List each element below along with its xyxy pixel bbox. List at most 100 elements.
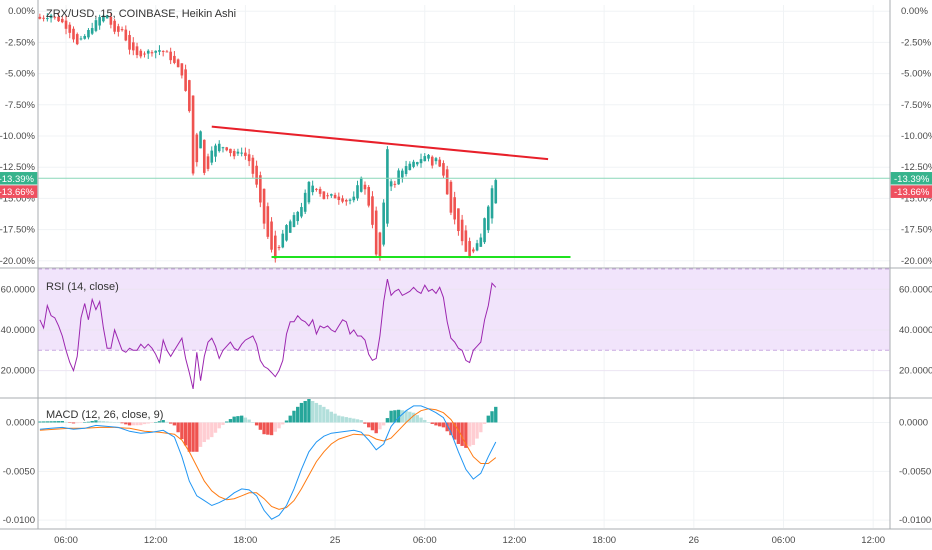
macd-histogram-bar	[269, 422, 274, 436]
candle	[468, 237, 471, 259]
candle-body	[90, 28, 94, 34]
macd-histogram-bar	[243, 417, 248, 423]
macd-histogram-bar	[352, 418, 356, 423]
candle	[139, 48, 143, 59]
candle-body	[105, 15, 109, 19]
candle-body	[83, 35, 87, 39]
candle-body	[359, 177, 363, 192]
candle-body	[415, 162, 419, 165]
candle	[117, 23, 120, 37]
candle-body	[337, 196, 341, 201]
candle	[64, 15, 68, 35]
candle-body	[124, 29, 128, 41]
candle	[236, 148, 240, 156]
macd-axis-label-left: 0.0000	[6, 417, 35, 428]
candle-body	[277, 247, 281, 249]
candle-body	[479, 237, 483, 247]
macd-histogram-bar	[355, 419, 360, 423]
candle	[270, 217, 273, 253]
candle-body	[307, 181, 311, 203]
candle-body	[449, 181, 453, 213]
rsi-pane-title: RSI (14, close)	[46, 281, 119, 293]
macd-histogram-bar	[471, 422, 476, 445]
macd-histogram-bar	[281, 422, 285, 425]
candle-body	[221, 147, 225, 149]
macd-histogram-bar	[254, 422, 259, 426]
price-axis-label-left: -2.50%	[5, 37, 36, 48]
price-horizontal-grid	[38, 10, 890, 262]
macd-histogram-bar	[202, 422, 206, 443]
macd-line[interactable]	[39, 405, 497, 520]
candle	[445, 165, 449, 195]
candle	[486, 205, 490, 233]
candle-body	[262, 188, 266, 224]
candle-body	[404, 166, 408, 175]
rsi-axis-labels: 60.0000 60.0000 40.0000 40.0000 20.0000 20.00…	[1, 284, 932, 376]
candle	[359, 176, 363, 193]
candle	[337, 192, 341, 205]
candle	[214, 143, 217, 162]
candle-body	[247, 154, 251, 162]
macd-histogram-bar	[329, 411, 334, 423]
time-axis-label: 12:00	[503, 535, 527, 546]
candle-body	[408, 163, 412, 171]
macd-histogram-bar	[101, 421, 106, 423]
price-axis-label-right: -15.00%	[901, 193, 932, 204]
macd-histogram-bar	[490, 411, 494, 423]
candle-body	[419, 159, 423, 164]
candle-body	[486, 206, 490, 231]
candle	[57, 12, 60, 23]
candle	[430, 155, 434, 169]
candle	[244, 147, 247, 160]
resistance-trendline[interactable]	[211, 125, 549, 161]
candle	[113, 18, 116, 35]
candle-body	[49, 15, 53, 19]
macd-histogram-bar	[344, 417, 348, 423]
price-axis-labels: 0.00% 0.00% -2.50% -2.50% -5.00% -5.00% -7.50%…	[0, 6, 932, 267]
macd-histogram-bar	[195, 422, 199, 452]
candle	[333, 192, 337, 199]
candle-body	[378, 232, 382, 257]
macd-axis-label-right: 0.0000	[899, 417, 928, 428]
macd-histogram-bar	[381, 422, 386, 426]
macd-histogram-bar	[396, 409, 401, 423]
candle	[60, 16, 64, 24]
macd-histogram-bar	[239, 415, 244, 423]
price-axis-label-left: -15.00%	[0, 193, 36, 204]
candle-body	[72, 28, 75, 40]
time-axis-label: 18:00	[234, 535, 258, 546]
price-axis-label-left: -12.50%	[0, 162, 36, 173]
candle-body	[281, 233, 285, 248]
candle-body	[109, 16, 113, 25]
last-price-tag-left-box	[0, 172, 38, 185]
candle-body	[102, 15, 105, 22]
candle-body	[348, 199, 352, 201]
macd-histogram-bar	[449, 422, 453, 436]
rsi-band	[38, 268, 890, 351]
last-price-tag-right-text: -13.39%	[894, 174, 930, 185]
macd-histogram-bar	[191, 422, 195, 452]
macd-histogram-bar	[127, 422, 132, 426]
price-axis-label-left: -17.50%	[0, 225, 36, 236]
macd-histogram-bar	[112, 422, 117, 423]
macd-histogram-bar	[408, 411, 412, 423]
macd-histogram-bar	[452, 422, 457, 440]
macd-histogram-bar	[75, 422, 79, 424]
macd-histogram-bar	[139, 422, 143, 426]
previous-price-tag-right: -13.66%	[890, 185, 932, 198]
candle-body	[169, 51, 172, 61]
macd-histogram-bar	[486, 415, 490, 423]
candle	[427, 153, 430, 162]
candle	[442, 160, 445, 179]
rsi-line[interactable]	[39, 278, 497, 390]
candle-body	[442, 163, 445, 176]
macd-signal-line[interactable]	[39, 408, 497, 510]
candle	[344, 198, 348, 206]
candle-body	[191, 95, 195, 174]
candle	[412, 159, 415, 169]
candle	[285, 224, 288, 242]
candle	[404, 160, 408, 177]
previous-price-tag-left-box	[0, 185, 38, 198]
candle-body	[285, 225, 288, 241]
